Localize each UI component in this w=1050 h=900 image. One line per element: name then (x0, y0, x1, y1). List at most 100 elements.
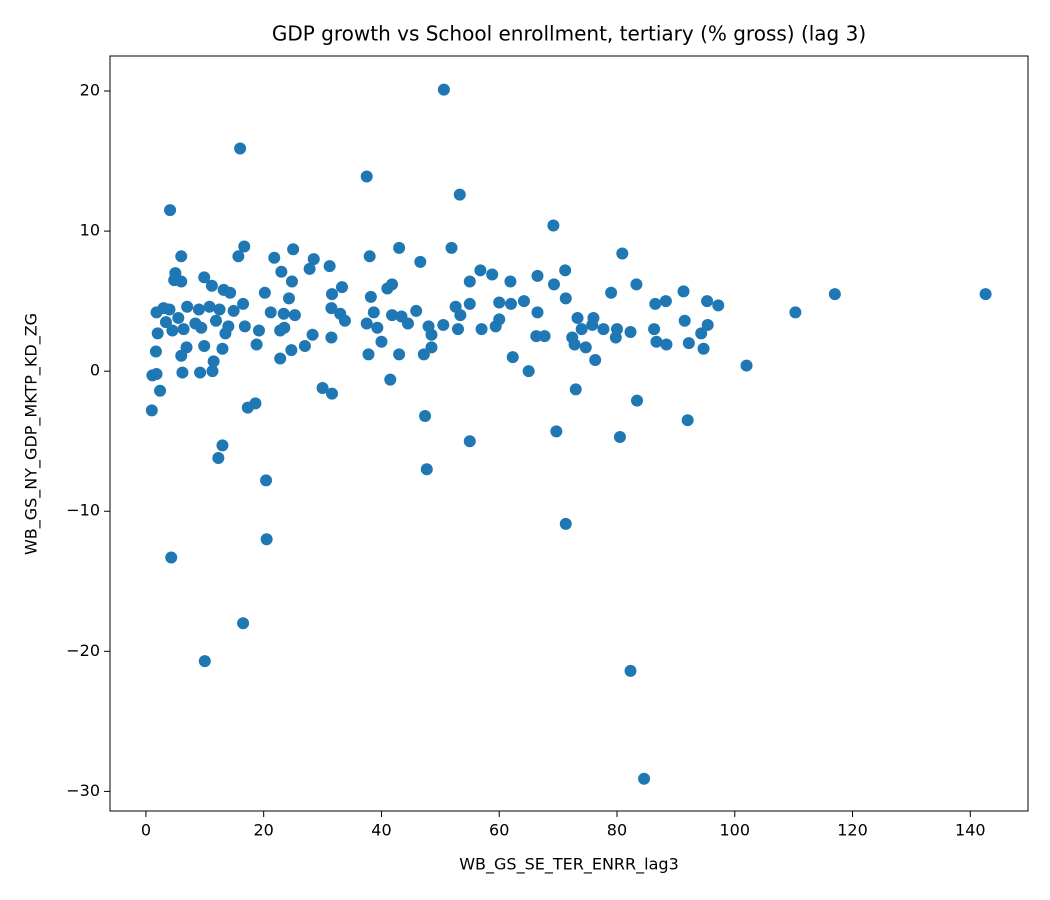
point (206, 365, 219, 378)
point (740, 359, 753, 372)
point (175, 349, 188, 362)
point (414, 255, 427, 268)
point (325, 302, 338, 315)
point (531, 306, 544, 319)
point (701, 295, 714, 308)
x-tick-label: 120 (837, 821, 868, 840)
point (325, 387, 338, 400)
point (194, 366, 207, 379)
point (659, 295, 672, 308)
point (437, 318, 450, 331)
point (569, 383, 582, 396)
point (789, 306, 802, 319)
point (522, 365, 535, 378)
point (198, 339, 211, 352)
point (264, 306, 277, 319)
point (437, 83, 450, 96)
point (517, 295, 530, 308)
x-tick-label: 100 (719, 821, 750, 840)
point (697, 342, 710, 355)
point (212, 452, 225, 465)
point (213, 303, 226, 316)
point (316, 381, 329, 394)
point (463, 435, 476, 448)
point (453, 188, 466, 201)
point (489, 320, 502, 333)
point (571, 311, 584, 324)
point (224, 286, 237, 299)
point (589, 353, 602, 366)
point (260, 533, 273, 546)
point (579, 341, 592, 354)
point (166, 324, 179, 337)
point (150, 367, 163, 380)
point (177, 323, 190, 336)
point (192, 303, 205, 316)
point (287, 243, 300, 256)
point (277, 307, 290, 320)
point (274, 324, 287, 337)
point (678, 314, 691, 327)
point (205, 279, 218, 292)
point (198, 271, 211, 284)
point (360, 317, 373, 330)
x-tick-label: 20 (254, 821, 274, 840)
point (425, 328, 438, 341)
point (597, 323, 610, 336)
point (325, 288, 338, 301)
point (417, 348, 430, 361)
point (660, 338, 673, 351)
point (613, 431, 626, 444)
point (410, 304, 423, 317)
point (306, 328, 319, 341)
point (298, 339, 311, 352)
point (631, 394, 644, 407)
point (386, 309, 399, 322)
plot-frame (109, 55, 1029, 812)
point (979, 288, 992, 301)
point (420, 463, 433, 476)
chart-title: GDP growth vs School enrollment, tertiar… (272, 22, 866, 46)
point (493, 296, 506, 309)
point (195, 321, 208, 334)
point (624, 664, 637, 677)
point (550, 425, 563, 438)
point (624, 325, 637, 338)
point (227, 304, 240, 317)
point (360, 170, 373, 183)
point (252, 324, 265, 337)
point (681, 414, 694, 427)
point (547, 219, 560, 232)
point (241, 401, 254, 414)
point (303, 262, 316, 275)
point (506, 351, 519, 364)
point (419, 409, 432, 422)
point (260, 474, 273, 487)
point (474, 264, 487, 277)
point (151, 327, 164, 340)
y-axis-label: WB_GS_NY_GDP_MKTP_KD_ZG (22, 313, 42, 555)
point (367, 306, 380, 319)
x-tick-label: 40 (371, 821, 391, 840)
point (154, 384, 167, 397)
point (336, 281, 349, 294)
point (401, 317, 414, 330)
point (638, 772, 651, 785)
point (828, 288, 841, 301)
point (425, 341, 438, 354)
point (323, 260, 336, 273)
point (172, 311, 185, 324)
point (159, 316, 172, 329)
point (486, 268, 499, 281)
point (175, 275, 188, 288)
point (568, 338, 581, 351)
point (445, 241, 458, 254)
point (285, 275, 298, 288)
point (375, 335, 388, 348)
point (275, 265, 288, 278)
point (338, 314, 351, 327)
point (237, 297, 250, 310)
point (274, 352, 287, 365)
point (701, 318, 714, 331)
